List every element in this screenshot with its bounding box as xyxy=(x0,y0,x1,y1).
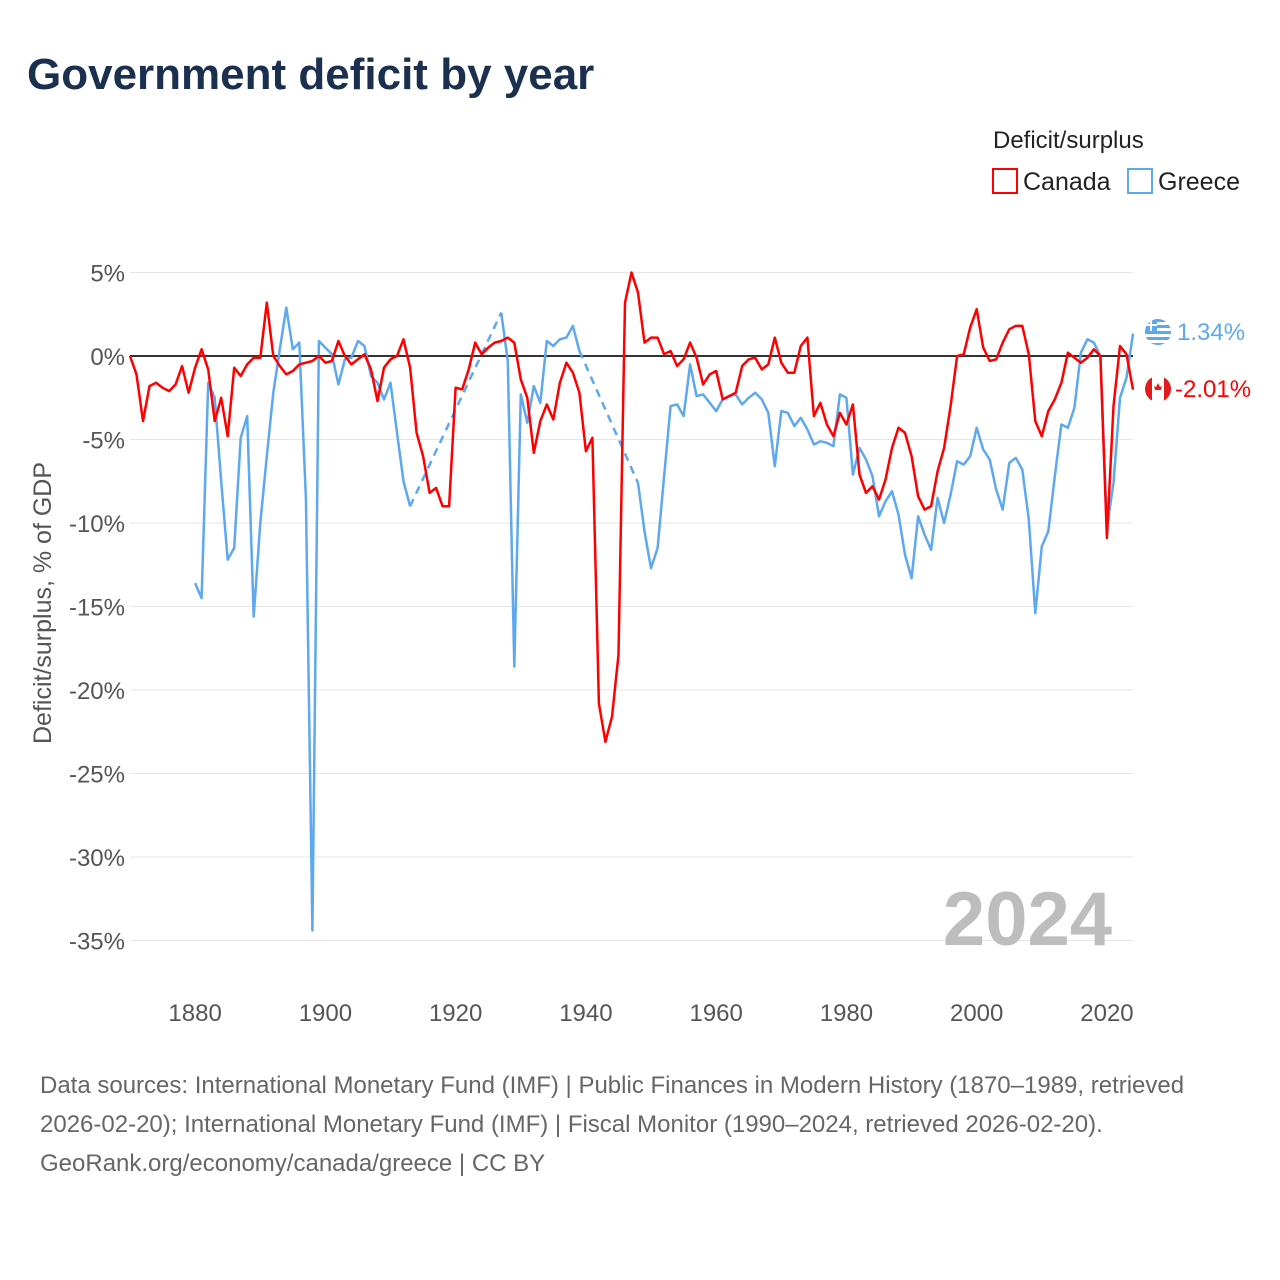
x-tick-label: 1980 xyxy=(820,1000,873,1027)
y-tick-label: -5% xyxy=(82,428,125,455)
greece-flag-icon xyxy=(1145,319,1171,345)
legend-swatch-canada xyxy=(992,168,1018,194)
legend-item-greece[interactable]: Greece xyxy=(1127,168,1240,196)
legend-item-canada[interactable]: Canada xyxy=(992,168,1111,196)
y-tick-label: -10% xyxy=(69,511,125,538)
x-tick-label: 1880 xyxy=(168,1000,221,1027)
legend-label-greece: Greece xyxy=(1158,168,1240,196)
y-tick-label: 5% xyxy=(90,261,125,288)
series-canada xyxy=(128,271,1135,744)
series-gap-greece xyxy=(578,350,640,484)
series-line-greece xyxy=(499,312,581,668)
y-tick-label: 0% xyxy=(90,344,125,371)
y-tick-label: -30% xyxy=(69,845,125,872)
x-tick-label: 2020 xyxy=(1080,1000,1133,1027)
canada-end-value: -2.01% xyxy=(1175,376,1251,403)
y-tick-label: -35% xyxy=(69,929,125,956)
x-tick-label: 1960 xyxy=(689,1000,742,1027)
series-line-greece xyxy=(636,333,1135,615)
grid xyxy=(130,272,1133,941)
credit-link[interactable]: GeoRank.org/economy/canada/greece | CC B… xyxy=(40,1150,546,1177)
end-label-canada: -2.01% xyxy=(1145,376,1251,403)
y-axis-label: Deficit/surplus, % of GDP xyxy=(29,462,57,744)
greece-end-value: 1.34% xyxy=(1177,319,1245,346)
canada-flag-icon xyxy=(1145,376,1171,402)
series-greece xyxy=(193,306,1135,932)
y-axis-ticks: 5% 0% -5% -10% -15% -20% -25% -30% -35% xyxy=(69,261,125,956)
legend-swatch-greece xyxy=(1127,168,1153,194)
x-tick-label: 1920 xyxy=(429,1000,482,1027)
page-title: Government deficit by year xyxy=(27,50,595,99)
x-tick-label: 1900 xyxy=(299,1000,352,1027)
footer: Data sources: International Monetary Fun… xyxy=(40,1066,1250,1183)
legend-label-canada: Canada xyxy=(1023,168,1111,196)
y-tick-label: -25% xyxy=(69,762,125,789)
end-label-greece: 1.34% xyxy=(1145,319,1245,346)
y-tick-label: -15% xyxy=(69,595,125,622)
x-tick-label: 1940 xyxy=(559,1000,612,1027)
series-lines xyxy=(128,271,1135,932)
y-tick-label: -20% xyxy=(69,678,125,705)
year-watermark: 2024 xyxy=(943,877,1112,962)
data-sources: Data sources: International Monetary Fun… xyxy=(40,1072,1185,1138)
legend-title: Deficit/surplus xyxy=(993,127,1144,154)
x-axis-ticks: 1880 1900 1920 1940 1960 1980 2000 2020 xyxy=(168,1000,1133,1027)
series-line-canada xyxy=(128,271,1135,744)
x-tick-label: 2000 xyxy=(950,1000,1003,1027)
